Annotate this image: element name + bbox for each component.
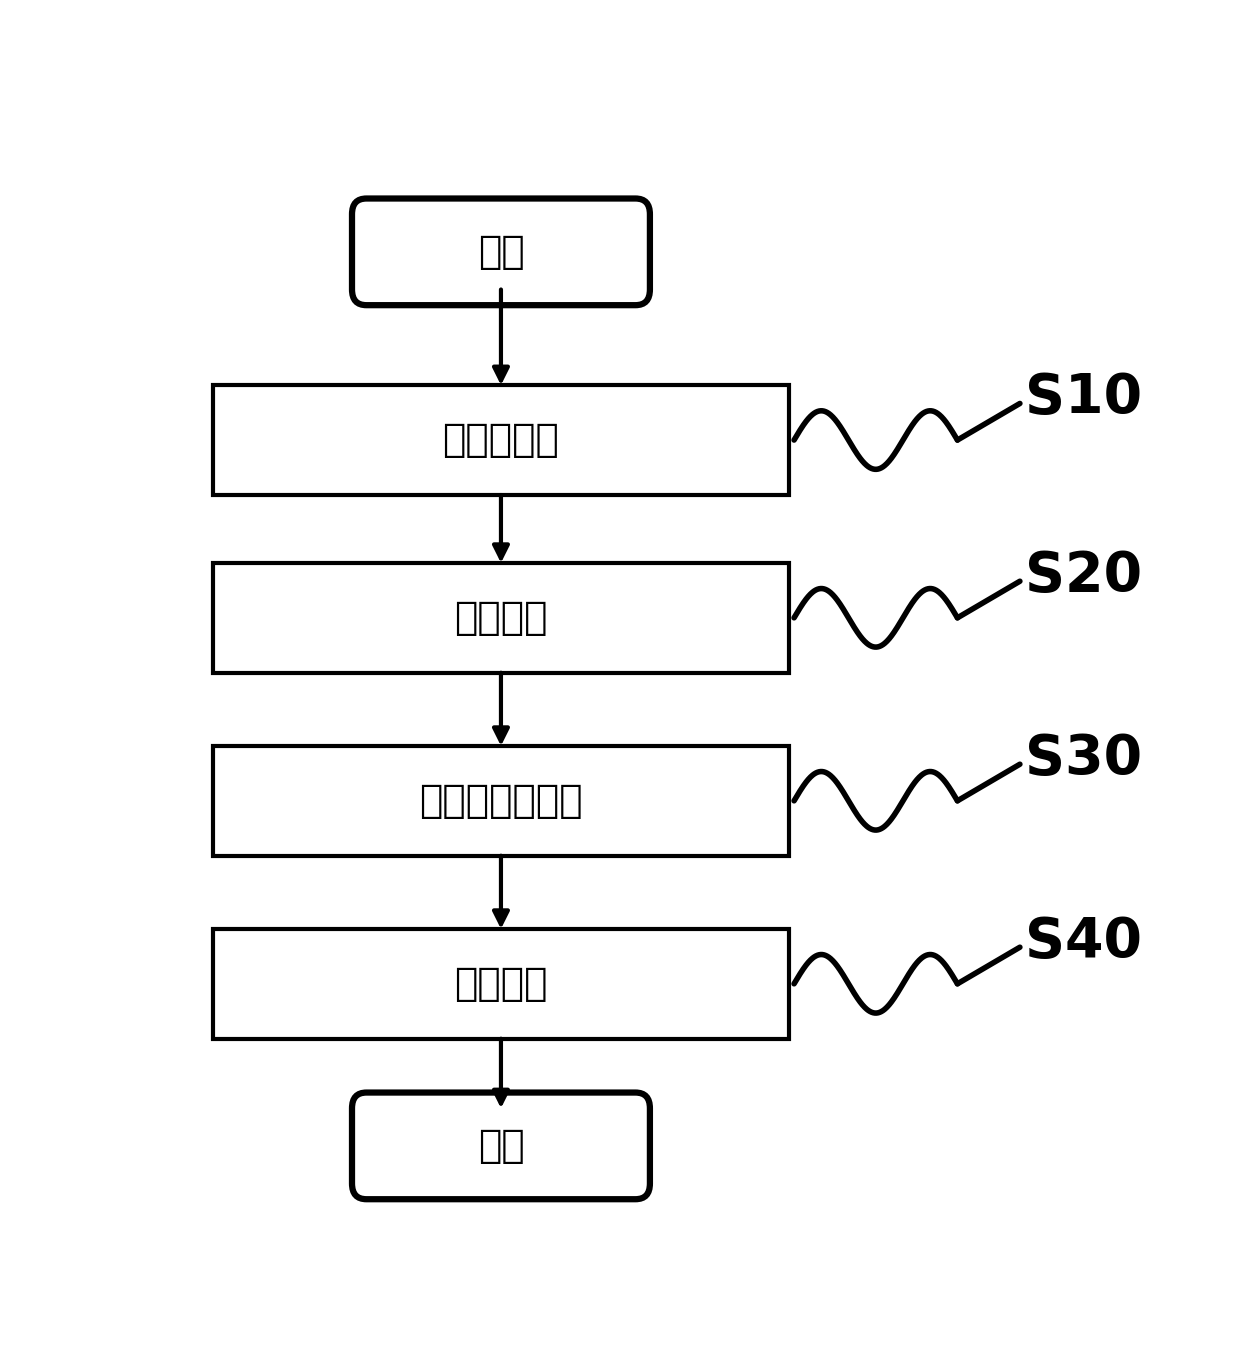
Bar	[213, 386, 789, 494]
Bar	[213, 564, 789, 672]
Text: S30: S30	[1024, 732, 1142, 786]
Text: 投入步骤: 投入步骤	[454, 599, 548, 637]
Bar	[213, 929, 789, 1039]
Text: S40: S40	[1024, 915, 1142, 970]
Text: S10: S10	[1024, 371, 1142, 425]
Text: 开始: 开始	[477, 232, 525, 270]
Text: 干燥步骤: 干燥步骤	[454, 964, 548, 1002]
Text: 等离子形成步骤: 等离子形成步骤	[419, 782, 583, 820]
FancyBboxPatch shape	[352, 198, 650, 306]
FancyBboxPatch shape	[352, 1093, 650, 1199]
Bar	[213, 746, 789, 856]
Text: 钓准备步骤: 钓准备步骤	[443, 421, 559, 459]
Text: S20: S20	[1024, 549, 1142, 603]
Text: 结束: 结束	[477, 1127, 525, 1165]
